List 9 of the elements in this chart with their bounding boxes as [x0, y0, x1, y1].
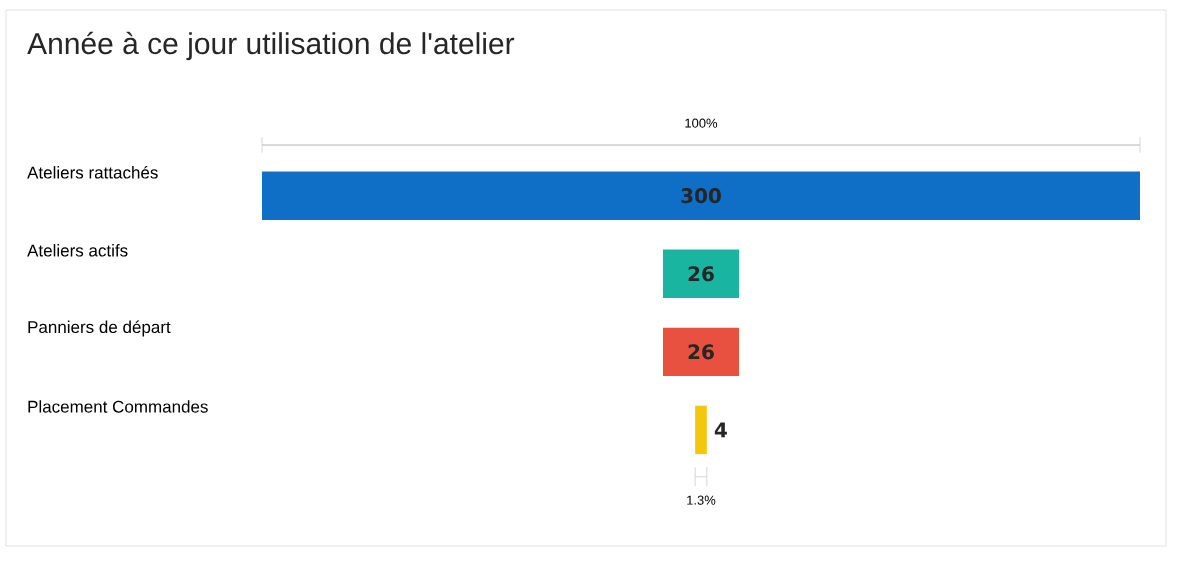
category-label: Panniers de départ	[28, 320, 171, 337]
data-label: 26	[688, 266, 714, 282]
data-label: 26	[688, 344, 714, 360]
category-label: Ateliers rattachés	[27, 165, 158, 179]
text: Année à ce jour utilisation de l'atelier	[27, 31, 515, 61]
category-label: Placement Commandes	[28, 400, 208, 413]
data-label: 4	[714, 422, 727, 438]
category-label: Ateliers actifs	[27, 244, 128, 257]
data-label: 300	[681, 188, 721, 204]
